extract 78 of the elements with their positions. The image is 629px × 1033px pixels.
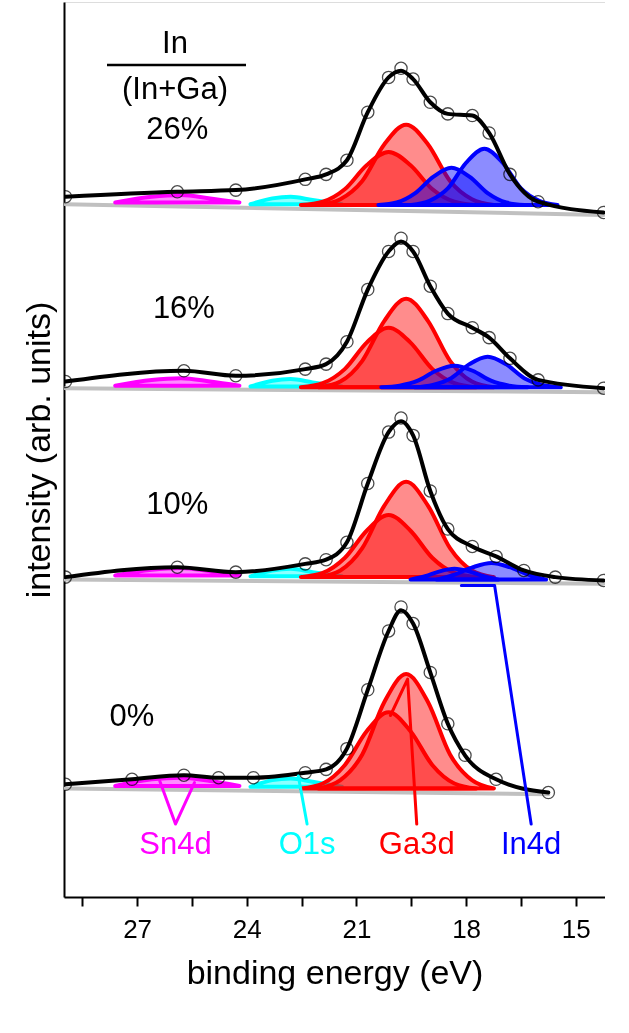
series-label: O1s: [278, 826, 336, 862]
point: [360, 476, 375, 491]
x-tick-label: 15: [561, 913, 591, 944]
point: [441, 717, 455, 731]
x-tick-label: 24: [232, 913, 262, 944]
point: [394, 61, 408, 76]
point: [458, 748, 472, 763]
point: [531, 194, 545, 209]
point: [319, 552, 333, 567]
point: [482, 126, 496, 140]
point: [177, 364, 191, 378]
point: [489, 772, 503, 787]
point: [423, 484, 438, 498]
point: [298, 172, 313, 187]
point: [465, 320, 480, 335]
point: [406, 244, 420, 259]
point: [340, 741, 354, 756]
point: [381, 70, 396, 85]
point: [360, 683, 375, 697]
point: [340, 153, 354, 168]
x-tick-label: 18: [452, 913, 482, 944]
series-label: Ga3d: [378, 826, 455, 862]
point: [394, 231, 408, 245]
point: [319, 357, 333, 371]
point: [406, 72, 420, 86]
series-label: 0%: [109, 698, 155, 734]
series-label: 26%: [146, 110, 209, 146]
point: [340, 335, 354, 349]
point: [482, 330, 496, 345]
point: [503, 167, 517, 182]
point: [170, 185, 185, 199]
series-label: Sn4d: [139, 826, 212, 862]
point: [340, 535, 354, 550]
point: [465, 539, 480, 554]
point: [229, 565, 243, 579]
point: [170, 560, 185, 574]
point: [441, 107, 455, 121]
point: [229, 183, 243, 197]
series-label: In4d: [500, 826, 562, 862]
x-tick-label: 27: [123, 913, 153, 944]
series-label: 16%: [152, 289, 215, 325]
annotation: (In+Ga): [122, 71, 228, 106]
point: [125, 772, 139, 787]
text: In: [162, 25, 188, 60]
point: [423, 665, 438, 680]
point: [441, 306, 455, 321]
point: [406, 616, 420, 631]
x-tick-label: 21: [342, 913, 372, 944]
series-label: 10%: [146, 486, 209, 522]
point: [441, 522, 455, 536]
point: [298, 557, 313, 571]
point: [211, 770, 226, 785]
point: [246, 770, 261, 785]
point: [229, 368, 243, 383]
point: [319, 167, 333, 182]
point: [298, 765, 313, 780]
point: [319, 762, 333, 777]
point: [548, 570, 563, 584]
point: [517, 563, 531, 578]
point: [360, 105, 375, 119]
point: [423, 95, 438, 110]
point: [360, 282, 375, 297]
point: [381, 624, 396, 638]
point: [394, 600, 408, 614]
point: [177, 768, 191, 782]
point: [381, 425, 396, 439]
point: [423, 279, 438, 294]
x-axis-title: binding energy (eV): [186, 952, 484, 991]
point: [394, 411, 408, 425]
point: [541, 785, 556, 800]
point: [381, 244, 396, 259]
point: [503, 351, 517, 366]
point: [406, 428, 420, 443]
y-axis-title: intensity (arb. units): [18, 301, 57, 599]
point: [531, 373, 545, 387]
point: [489, 549, 503, 564]
point: [298, 362, 313, 376]
point: [465, 108, 480, 123]
